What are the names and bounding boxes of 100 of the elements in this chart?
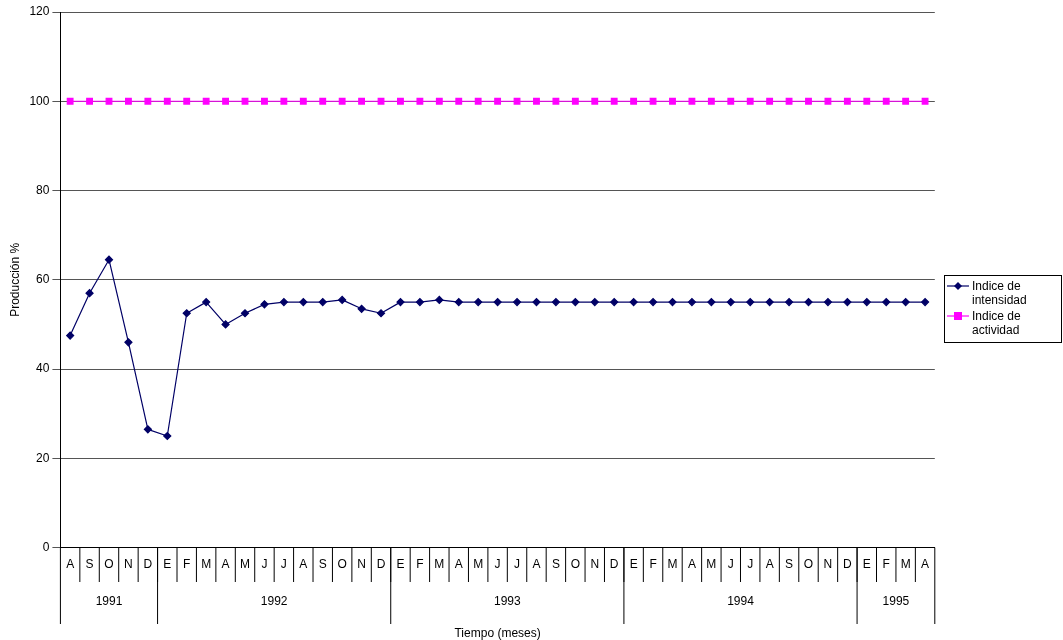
x-tick-label: A [221,557,230,572]
x-tick-label: A [299,557,308,572]
point [104,255,114,264]
point [882,298,891,307]
point [493,298,502,307]
point [765,298,774,307]
x-tick-label: N [357,557,366,572]
point [843,298,852,307]
x-tick-label: O [570,557,581,572]
point [338,295,347,304]
x-tick-label: M [473,557,484,572]
point [86,97,93,105]
point [590,298,599,307]
point [746,298,755,307]
x-tick-label: J [514,557,521,572]
point [920,298,930,307]
point [726,298,735,307]
point [222,97,230,105]
y-tick-label: 0 [42,539,50,554]
x-tick-label: F [649,557,657,572]
x-tick-label: F [882,557,890,572]
point [182,309,191,318]
point [648,298,658,307]
point [202,298,211,307]
point [261,97,268,105]
point [610,97,618,105]
point [144,97,152,105]
x-tick-label: A [687,557,696,572]
point [85,289,94,298]
x-tick-label: O [104,557,114,572]
point [687,298,697,307]
text: 1991 [95,594,123,609]
point [221,320,230,329]
x-tick-label: M [240,557,251,572]
point [688,97,696,105]
x-tick-label: F [416,557,424,572]
point [318,298,327,307]
x-tick-label: J [494,557,501,572]
x-tick-label: M [667,557,678,572]
x-tick-label: S [318,557,327,572]
point [241,97,249,105]
point [649,97,657,105]
x-tick-label: A [921,557,930,572]
x-tick-label: J [747,557,754,572]
x-tick-label: S [551,557,560,572]
x-tick-label: O [803,557,814,572]
point [727,97,735,105]
x-tick-label: N [124,557,133,572]
point [784,298,794,307]
text: 1993 [493,594,521,609]
point [435,295,444,304]
text: 1994 [727,594,755,609]
point [454,298,463,307]
point [338,97,346,105]
x-tick-label: E [862,557,871,572]
y-tick-label: 60 [36,272,50,287]
y-tick-label: 100 [29,93,50,108]
legend-label: Indice de actividad [972,309,1022,337]
point [882,97,890,105]
x-tick-label: D [843,557,853,572]
x-tick-label: F [183,557,191,572]
point [785,97,793,105]
y-tick-label: 80 [36,182,50,197]
point [532,298,541,307]
point [376,309,386,318]
x-tick-label: D [143,557,153,572]
x-tick-label: A [532,557,541,572]
y-tick-label: 40 [36,361,50,376]
x-tick-label: M [201,557,212,572]
x-tick-label: D [609,557,619,572]
x-tick-label: S [85,557,94,572]
x-tick-label: A [765,557,774,572]
point [202,97,210,105]
point [766,97,774,105]
x-tick-label: E [629,557,638,572]
point [125,97,132,105]
point [435,97,443,105]
x-tick-label: A [66,557,75,572]
point [669,97,676,105]
point [143,425,152,434]
x-tick-label: N [590,557,600,572]
text: 1995 [882,594,910,609]
point [396,298,405,307]
point [862,298,871,307]
point [610,298,619,307]
point [512,298,522,307]
point [552,97,560,105]
point [804,298,813,307]
point [105,97,113,105]
point [163,431,172,441]
point [571,97,579,105]
point [630,97,638,105]
point [455,97,463,105]
point [377,97,385,105]
point [474,298,483,307]
x-tick-label: J [727,557,734,572]
point [823,298,833,307]
point [494,97,502,105]
x-tick-label: O [337,557,347,572]
point [280,97,288,105]
